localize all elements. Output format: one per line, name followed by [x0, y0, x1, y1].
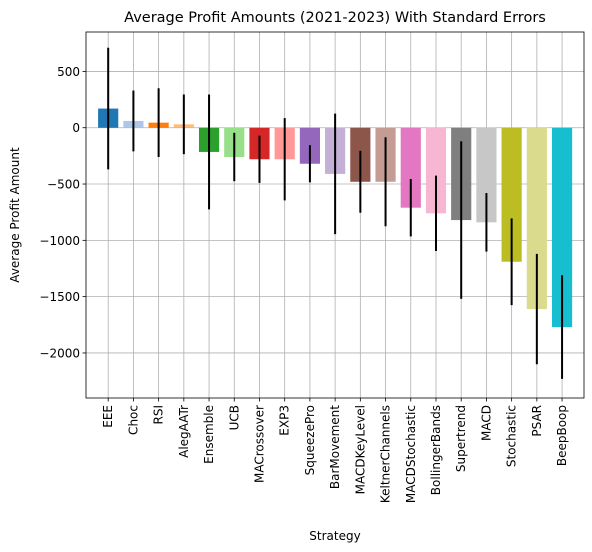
x-tick-label: Stochastic: [505, 405, 519, 467]
x-tick-label: AlegAATr: [177, 405, 191, 458]
bar-macd: [476, 127, 497, 223]
y-tick-label: −1000: [39, 234, 80, 248]
bar-bollingerbands: [425, 127, 447, 214]
x-tick-label: PSAR: [530, 405, 544, 437]
x-tick-label: RSI: [152, 405, 166, 425]
bar-beepboop: [551, 127, 573, 328]
y-axis-ticks: 500 0 −500 −1000 −1500 −2000: [39, 65, 86, 360]
x-tick-label: EEE: [101, 405, 115, 428]
x-tick-label: BollingerBands: [429, 405, 443, 495]
y-tick-label: −500: [47, 178, 80, 192]
y-tick-label: 0: [72, 121, 80, 135]
x-tick-label: MACD: [479, 405, 493, 441]
chart-title: Average Profit Amounts (2021-2023) With …: [124, 10, 546, 26]
x-tick-label: MACrossover: [252, 405, 266, 483]
x-tick-label: Supertrend: [454, 405, 468, 472]
y-tick-label: −2000: [39, 346, 80, 360]
bar-psar: [526, 127, 547, 310]
bar-stochastic: [501, 127, 522, 262]
x-tick-label: Ensemble: [202, 405, 216, 464]
bar-macdstochastic: [400, 127, 421, 208]
x-tick-label: EXP3: [278, 405, 292, 436]
x-tick-label: UCB: [227, 405, 241, 430]
y-tick-label: 500: [57, 65, 80, 79]
x-tick-label: BarMovement: [328, 405, 342, 489]
y-axis-label: Average Profit Amount: [8, 147, 22, 283]
x-axis-ticks: EEE Choc RSI AlegAATr Ensemble UCB MACrossover…: [101, 398, 569, 503]
x-tick-label: MACDKeyLevel: [353, 405, 367, 494]
x-tick-label: KeltnerChannels: [379, 405, 393, 503]
error-bars: [107, 47, 564, 379]
x-tick-label: Choc: [126, 405, 140, 435]
x-tick-label: SqueezePro: [303, 405, 317, 475]
x-tick-label: BeepBoop: [555, 405, 569, 466]
x-axis-label: Strategy: [309, 529, 360, 543]
x-tick-label: MACDStochastic: [404, 405, 418, 503]
y-tick-label: −1500: [39, 290, 80, 304]
